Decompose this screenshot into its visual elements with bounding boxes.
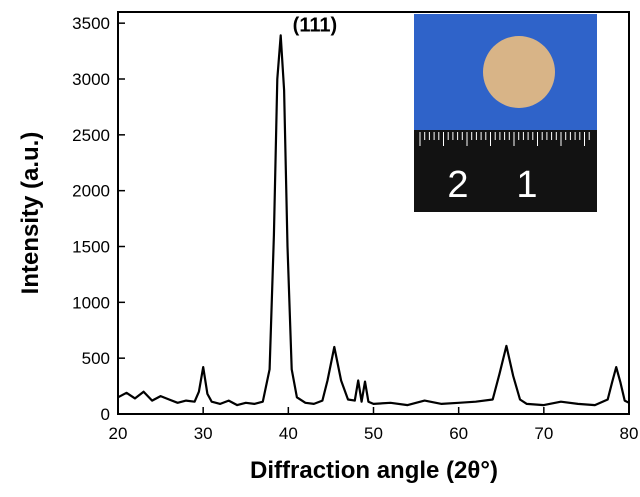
x-tick-label: 20 <box>109 424 128 443</box>
x-tick-label: 30 <box>194 424 213 443</box>
y-tick-label: 1500 <box>72 238 110 257</box>
y-tick-label: 3500 <box>72 14 110 33</box>
y-tick-label: 3000 <box>72 70 110 89</box>
y-axis-ticks: 0 500 1000 1500 2000 2500 3000 3500 <box>72 14 125 424</box>
ruler-label-1: 1 <box>516 164 537 206</box>
y-tick-label: 500 <box>82 349 110 368</box>
ruler <box>414 130 597 212</box>
y-axis-title: Intensity (a.u.) <box>17 132 44 295</box>
series-line <box>117 34 630 407</box>
sample-disc <box>483 36 555 108</box>
x-axis-title: Diffraction angle (2θ°) <box>250 457 498 484</box>
ruler-label-2: 2 <box>447 164 468 206</box>
x-axis-ticks: 20 30 40 50 60 70 80 <box>109 407 639 443</box>
x-tick-label: 50 <box>364 424 383 443</box>
x-tick-label: 80 <box>620 424 639 443</box>
y-tick-label: 2500 <box>72 126 110 145</box>
peak-annotation: (111) <box>293 14 337 36</box>
x-tick-label: 70 <box>534 424 553 443</box>
ruler-ticks <box>419 132 590 146</box>
y-tick-label: 1000 <box>72 293 110 312</box>
y-tick-label: 2000 <box>72 182 110 201</box>
inset-photo: 2 1 <box>414 14 597 212</box>
x-tick-label: 60 <box>449 424 468 443</box>
x-tick-label: 40 <box>279 424 298 443</box>
y-tick-label: 0 <box>101 405 110 424</box>
